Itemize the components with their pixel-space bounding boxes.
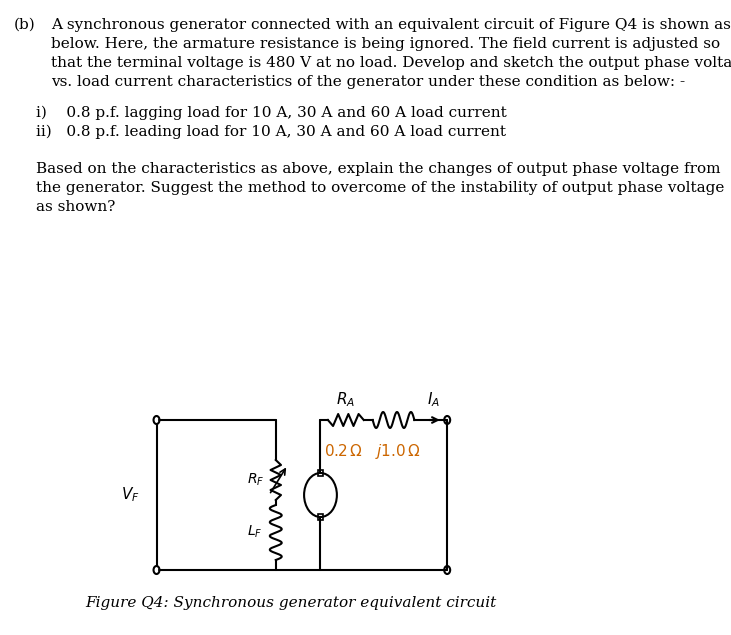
Text: $R_F$: $R_F$ — [248, 472, 265, 488]
Text: Figure Q4: Synchronous generator equivalent circuit: Figure Q4: Synchronous generator equival… — [85, 596, 496, 610]
Text: ii)   0.8 p.f. leading load for 10 A, 30 A and 60 A load current: ii) 0.8 p.f. leading load for 10 A, 30 A… — [36, 125, 506, 140]
Text: $I_A$: $I_A$ — [427, 391, 440, 410]
Bar — [318, 514, 322, 520]
Text: below. Here, the armature resistance is being ignored. The field current is adju: below. Here, the armature resistance is … — [50, 37, 720, 51]
Text: the generator. Suggest the method to overcome of the instability of output phase: the generator. Suggest the method to ove… — [36, 181, 724, 195]
Text: Based on the characteristics as above, explain the changes of output phase volta: Based on the characteristics as above, e… — [36, 162, 720, 176]
Text: as shown?: as shown? — [36, 200, 115, 214]
Text: (b): (b) — [13, 18, 35, 32]
Text: $L_F$: $L_F$ — [248, 524, 263, 540]
Text: that the terminal voltage is 480 V at no load. Develop and sketch the output pha: that the terminal voltage is 480 V at no… — [50, 56, 731, 70]
Text: $0.2\,\Omega\quad j1.0\,\Omega$: $0.2\,\Omega\quad j1.0\,\Omega$ — [325, 442, 421, 461]
Text: i)    0.8 p.f. lagging load for 10 A, 30 A and 60 A load current: i) 0.8 p.f. lagging load for 10 A, 30 A … — [36, 106, 507, 121]
Text: vs. load current characteristics of the generator under these condition as below: vs. load current characteristics of the … — [50, 75, 685, 89]
Bar — [318, 470, 322, 476]
Text: $R_A$: $R_A$ — [336, 391, 355, 410]
Text: A synchronous generator connected with an equivalent circuit of Figure Q4 is sho: A synchronous generator connected with a… — [50, 18, 730, 32]
Text: $V_F$: $V_F$ — [121, 486, 140, 504]
